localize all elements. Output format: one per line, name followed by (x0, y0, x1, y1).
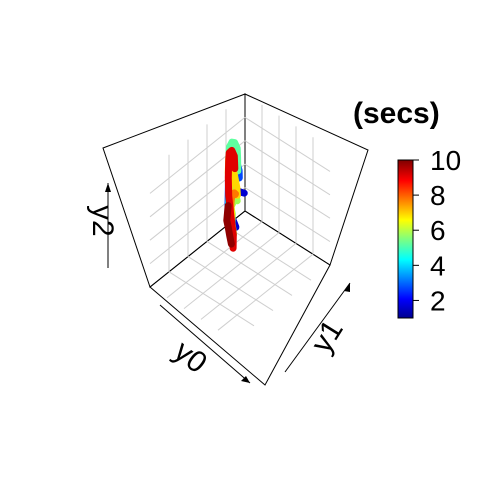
colorbar-tick-label: 6 (430, 215, 446, 246)
back-right-grid-line (244, 163, 331, 219)
floor-grid-line (225, 225, 312, 281)
z-axis-title: y2 (86, 205, 119, 237)
floor-grid-line (217, 253, 314, 331)
floor-grid-line (183, 232, 280, 309)
x-axis-title: y0 (168, 335, 213, 381)
z-axis-arrowhead (105, 183, 111, 192)
series-line-9 (223, 202, 235, 248)
colorbar-tick-label: 2 (430, 285, 446, 316)
series-layer (223, 138, 248, 252)
floor-grid-line (166, 221, 263, 299)
floor-pane (149, 210, 331, 386)
floor-grid-line (168, 271, 255, 327)
back-left-pane (102, 93, 246, 288)
back-right-grid-line (244, 116, 331, 172)
x-axis-arrow (159, 304, 251, 384)
y-axis-arrowhead (344, 283, 350, 292)
series-line-8 (224, 146, 239, 252)
y-axis-title: y1 (305, 314, 350, 358)
x-axis-arrowhead (241, 376, 250, 383)
colorbar-tick-label: 4 (430, 250, 446, 281)
colorbar-tick-label: 8 (430, 180, 446, 211)
plot-box (102, 93, 369, 386)
colorbar-tick-label: 10 (430, 145, 461, 176)
floor-grid-line (187, 256, 274, 312)
floor-grid-line (206, 240, 293, 296)
back-left-grid-line (149, 117, 246, 194)
back-right-grid-line (244, 187, 331, 243)
grid-lines (149, 104, 331, 331)
axis-arrows (105, 183, 351, 384)
colorbar-ticks: 2 4 6 8 10 (413, 145, 461, 316)
y-axis-arrow (284, 282, 351, 373)
legend-title: (secs) (353, 97, 440, 130)
colorbar (397, 159, 414, 319)
floor-grid-line (200, 243, 297, 320)
back-right-grid-line (244, 140, 331, 196)
